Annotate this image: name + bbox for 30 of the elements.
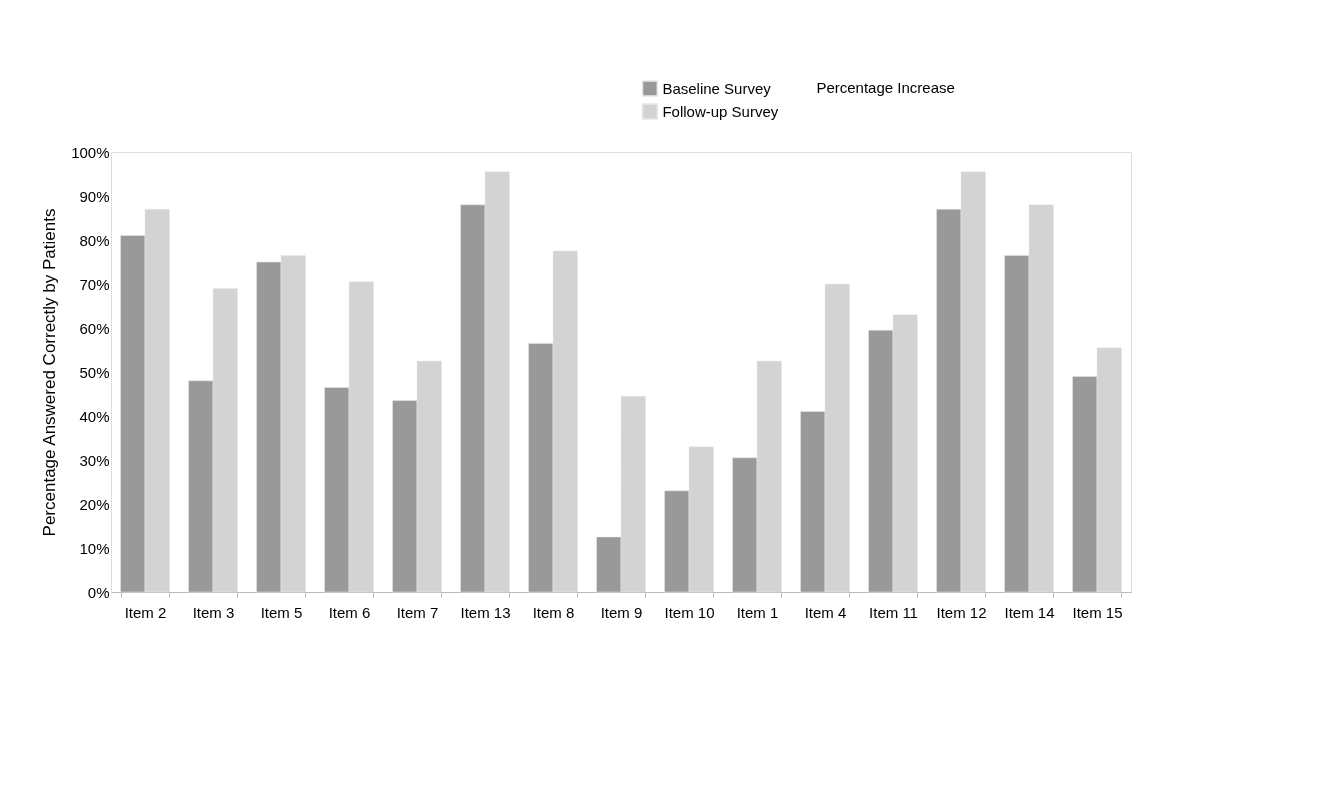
x-tick-label: Item 13: [460, 603, 511, 621]
x-tick-label: Item 9: [600, 603, 643, 621]
x-tick-label: Item 15: [1072, 603, 1123, 621]
y-tick-label: 80%: [79, 231, 110, 249]
y-axis-title: Percentage Answered Correctly by Patients: [40, 208, 60, 537]
y-tick-label: 40%: [79, 407, 110, 425]
legend-label: Follow-up Survey: [662, 102, 779, 120]
y-tick-label: 0%: [87, 583, 110, 601]
legend-label: Baseline Survey: [662, 79, 772, 97]
x-tick-label: Item 12: [936, 603, 987, 621]
y-tick-label: 70%: [79, 275, 110, 293]
y-tick-label: 30%: [79, 451, 110, 469]
x-tick-label: Item 7: [396, 603, 439, 621]
x-tick-label: Item 10: [664, 603, 715, 621]
y-tick-label: 100%: [71, 143, 110, 161]
y-tick-label: 10%: [79, 539, 110, 557]
y-tick-label: 60%: [79, 319, 110, 337]
x-tick-label: Item 2: [124, 603, 167, 621]
x-tick-label: Item 11: [869, 603, 918, 621]
x-tick-label: Item 1: [736, 603, 779, 621]
x-tick-label: Item 5: [260, 603, 303, 621]
text: Percentage Increase: [816, 79, 955, 96]
x-tick-label: Item 4: [804, 603, 847, 621]
y-tick-label: 50%: [79, 363, 110, 381]
y-tick-label: 90%: [79, 187, 110, 205]
x-tick-label: Item 3: [192, 603, 235, 621]
x-tick-label: Item 14: [1004, 603, 1055, 621]
y-tick-label: 20%: [79, 495, 110, 513]
x-tick-label: Item 6: [328, 603, 371, 621]
x-tick-label: Item 8: [532, 603, 575, 621]
